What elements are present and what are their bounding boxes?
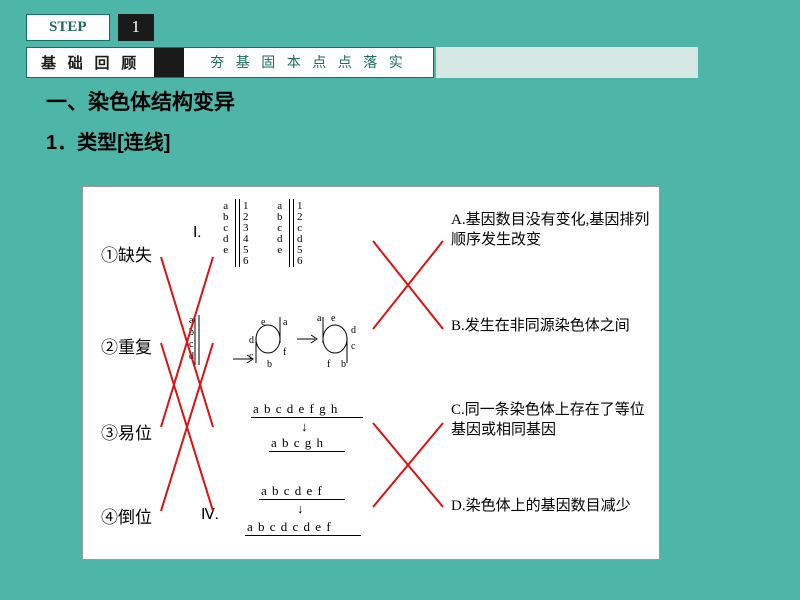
seq4-before: a b c d e f [261, 483, 323, 499]
roman-IV: Ⅳ. [201, 505, 219, 524]
arrow3: ↓ [301, 419, 308, 435]
right-item-B: B.发生在非同源染色体之间 [451, 317, 651, 337]
header-step-row: STEP 1 [0, 0, 800, 41]
svg-text:d: d [249, 335, 254, 346]
blank-cell [436, 47, 698, 78]
svg-text:e: e [261, 317, 266, 328]
svg-text:a: a [189, 315, 194, 326]
svg-text:c: c [249, 351, 254, 362]
uline4a [259, 499, 345, 500]
svg-text:f: f [283, 347, 287, 358]
tab-base-review: 基 础 回 顾 [26, 47, 154, 78]
right-item-A: A.基因数目没有变化,基因排列顺序发生改变 [451, 211, 651, 250]
uline4b [245, 535, 361, 536]
header-tab-row: 基 础 回 顾 夯 基 固 本 点 点 落 实 [0, 41, 800, 78]
left-item-3: ③易位 [101, 419, 152, 444]
left-item-1: ①缺失 [101, 241, 152, 266]
right-item-D: D.染色体上的基因数目减少 [451, 497, 651, 517]
chrI-left-nums: 123456 [243, 201, 249, 267]
svg-text:a: a [283, 317, 288, 328]
svg-text:e: e [331, 313, 336, 324]
left-item-2: ②重复 [101, 333, 152, 358]
svg-text:b: b [189, 327, 194, 338]
seq3-after: a b c g h [271, 435, 324, 451]
right-item-C: C.同一条染色体上存在了等位基因或相同基因 [451, 401, 651, 440]
chrI-right-letters: abcde [277, 201, 283, 256]
step-number: 1 [118, 14, 155, 41]
seq3-before: a b c d e f g h [253, 401, 338, 417]
uline3a [251, 417, 363, 418]
dark-separator [154, 47, 184, 78]
svg-text:c: c [351, 341, 356, 352]
chrI-right-nums: 12cd56 [297, 201, 303, 267]
vline2 [239, 199, 240, 267]
roman-I: Ⅰ. [193, 223, 201, 242]
left-item-4: ④倒位 [101, 503, 152, 528]
seq4-after: a b c d c d e f [247, 519, 332, 535]
section-subtitle: 1．类型[连线] [0, 116, 800, 155]
chrI-left-letters: abcde [223, 201, 229, 256]
svg-text:b: b [341, 359, 346, 370]
matching-diagram: ①缺失 ②重复 ③易位 ④倒位 A.基因数目没有变化,基因排列顺序发生改变 B.… [82, 186, 660, 560]
svg-text:c: c [189, 339, 194, 350]
svg-text:b: b [267, 359, 272, 370]
vline3 [289, 199, 290, 267]
step-label: STEP [26, 14, 110, 41]
vline1 [235, 199, 236, 267]
uline3b [269, 451, 345, 452]
section-title: 一、染色体结构变异 [0, 78, 800, 116]
svg-text:d: d [189, 351, 194, 362]
vline4 [293, 199, 294, 267]
svg-text:f: f [327, 359, 331, 370]
svg-text:d: d [351, 325, 356, 336]
svg-text:a: a [317, 313, 322, 324]
arrow4: ↓ [297, 501, 304, 517]
tab-subtitle: 夯 基 固 本 点 点 落 实 [184, 47, 434, 78]
